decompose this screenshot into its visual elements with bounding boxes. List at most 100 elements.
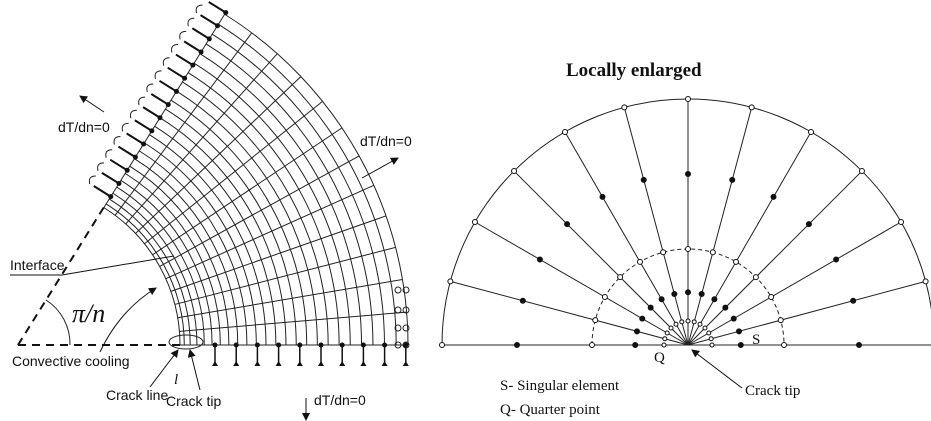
- support: [135, 120, 152, 131]
- node: [674, 322, 678, 326]
- node: [686, 290, 691, 295]
- node: [133, 155, 138, 160]
- support-foot: [297, 361, 303, 366]
- q-marker: Q: [654, 350, 665, 366]
- node: [686, 319, 690, 323]
- support-hook: [155, 71, 161, 79]
- node: [686, 172, 691, 177]
- node: [182, 76, 187, 81]
- node: [199, 49, 204, 54]
- node: [851, 298, 856, 303]
- node: [753, 275, 758, 280]
- mesh-radial: [153, 128, 342, 255]
- support-hook: [196, 5, 202, 13]
- support: [127, 133, 144, 144]
- radial: [688, 281, 926, 345]
- support-hook: [163, 58, 169, 66]
- node: [710, 343, 714, 347]
- mesh-arc: [106, 204, 184, 345]
- support-hook: [89, 176, 95, 184]
- node: [213, 343, 218, 348]
- support: [143, 107, 160, 118]
- node: [663, 337, 667, 341]
- node: [640, 316, 645, 321]
- node: [276, 343, 281, 348]
- support-foot: [360, 361, 366, 366]
- node: [661, 250, 666, 255]
- node: [395, 287, 401, 293]
- node: [622, 105, 627, 110]
- node: [515, 343, 520, 348]
- node: [680, 320, 684, 324]
- crack-length-label: l: [174, 372, 178, 388]
- support-hook: [188, 18, 194, 26]
- radial: [475, 222, 688, 345]
- node: [707, 331, 711, 335]
- support-foot: [403, 361, 409, 366]
- node: [634, 329, 639, 334]
- node: [737, 329, 742, 334]
- radial: [688, 222, 901, 345]
- support-hook: [114, 137, 120, 145]
- boundary-label: dT/dn=0: [58, 119, 110, 135]
- support-foot: [276, 361, 282, 366]
- node: [448, 279, 453, 284]
- enlarged-mesh: [440, 97, 931, 348]
- node: [158, 115, 163, 120]
- node: [806, 222, 811, 227]
- s-marker: S: [752, 332, 760, 348]
- boundary-label: dT/dn=0: [360, 133, 412, 149]
- node: [698, 322, 702, 326]
- node: [659, 297, 664, 302]
- support: [176, 55, 193, 66]
- node: [662, 343, 666, 347]
- support: [209, 2, 226, 13]
- radial: [624, 107, 688, 345]
- legend-item: Q- Quarter point: [500, 402, 601, 418]
- node: [899, 220, 904, 225]
- node: [174, 89, 179, 94]
- node: [382, 343, 387, 348]
- support-foot: [382, 361, 388, 366]
- angle-label: π/n: [72, 299, 105, 328]
- node: [563, 129, 568, 134]
- support: [168, 68, 185, 79]
- support-foot: [339, 361, 345, 366]
- support: [110, 160, 127, 171]
- node: [809, 129, 814, 134]
- node: [859, 169, 864, 174]
- node: [923, 279, 928, 284]
- node: [686, 97, 691, 102]
- node: [520, 298, 525, 303]
- node: [618, 275, 623, 280]
- node: [731, 316, 736, 321]
- crack-tip-label: Crack tip: [166, 393, 221, 409]
- radial: [565, 132, 688, 345]
- node: [297, 343, 302, 348]
- node: [665, 331, 669, 335]
- node: [638, 259, 643, 264]
- arrow: [362, 158, 398, 178]
- node: [149, 128, 154, 133]
- angle-arc: [46, 300, 70, 345]
- figure: π/n dT/dn=0 dT/dn=0 dT/dn=0 Interface Co…: [0, 0, 931, 421]
- node: [319, 343, 324, 348]
- node: [834, 257, 839, 262]
- support: [94, 186, 111, 197]
- node: [734, 259, 739, 264]
- node: [125, 168, 130, 173]
- support-hook: [147, 84, 153, 92]
- crack-tip-label: Crack tip: [745, 383, 800, 399]
- node: [590, 343, 595, 348]
- crack-line-label: Crack line: [106, 387, 168, 403]
- node: [633, 343, 638, 348]
- support: [151, 94, 168, 105]
- node: [723, 305, 728, 310]
- support-hook: [139, 97, 145, 105]
- node: [537, 257, 542, 262]
- pointer: [62, 256, 174, 275]
- node: [600, 194, 605, 199]
- node: [255, 343, 260, 348]
- node: [749, 105, 754, 110]
- node: [565, 222, 570, 227]
